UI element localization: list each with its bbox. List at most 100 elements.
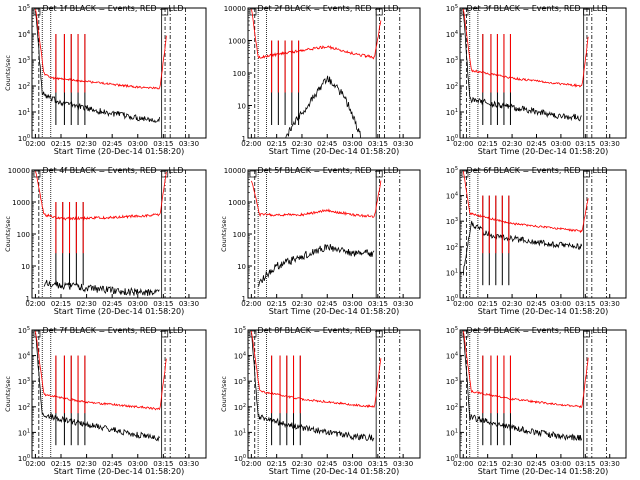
x-tick-label: 03:30 xyxy=(393,300,413,308)
lld-curve xyxy=(251,180,382,219)
plot-frame xyxy=(31,7,207,139)
x-tick-label: 02:45 xyxy=(102,460,122,468)
panel-title: Det 1f BLACK = Events, RED = LLD xyxy=(42,4,183,13)
events-curve xyxy=(251,332,375,442)
x-tick-label: 02:15 xyxy=(478,460,498,468)
y-tick-label: 101 xyxy=(18,428,30,437)
panel-title: Det 6f BLACK = Events, RED = LLD xyxy=(466,166,607,175)
y-axis-label: Counts/sec xyxy=(4,216,12,252)
x-tick-label: 02:15 xyxy=(51,140,71,148)
x-tick-label: 02:30 xyxy=(76,140,96,148)
y-tick-label: 102 xyxy=(18,403,30,412)
x-tick-label: 02:30 xyxy=(76,300,96,308)
events-curve xyxy=(35,11,160,123)
x-tick-label: 03:00 xyxy=(128,140,148,148)
x-tick-label: 02:30 xyxy=(502,140,522,148)
x-tick-label: 03:00 xyxy=(342,140,362,148)
x-tick-label: 02:00 xyxy=(25,300,45,308)
panel-title: Det 3f BLACK = Events, RED = LLD xyxy=(466,4,607,13)
y-tick-label: 103 xyxy=(446,217,458,226)
y-tick-label: 102 xyxy=(234,403,246,412)
legend-box-left xyxy=(33,8,41,16)
x-tick-label: 03:15 xyxy=(368,140,388,148)
x-tick-label: 03:15 xyxy=(153,460,173,468)
x-tick-label: 02:45 xyxy=(526,460,546,468)
x-tick-label: 02:00 xyxy=(241,140,261,148)
lld-curve xyxy=(251,330,382,409)
x-tick-label: 02:00 xyxy=(241,300,261,308)
x-tick-label: 02:30 xyxy=(502,460,522,468)
events-curve xyxy=(43,279,160,297)
y-tick-label: 101 xyxy=(446,428,458,437)
panel-det-5: Det 5f BLACK = Events, RED = LLD 1 10 100 10… xyxy=(220,166,421,316)
y-tick-label: 10000 xyxy=(8,167,30,175)
legend-box-right xyxy=(375,170,383,178)
x-tick-label: 03:15 xyxy=(575,460,595,468)
plot-frame xyxy=(247,7,421,139)
panel-title: Det 9f BLACK = Events, RED = LLD xyxy=(466,326,607,335)
x-tick-label: 03:15 xyxy=(575,140,595,148)
x-axis-label: Start Time (20-Dec-14 01:58:20) xyxy=(478,307,609,316)
x-tick-label: 02:00 xyxy=(25,140,45,148)
x-tick-label: 03:15 xyxy=(368,300,388,308)
x-tick-label: 03:00 xyxy=(551,460,571,468)
y-axis-label: Counts/sec xyxy=(220,376,228,412)
y-tick-label: 100 xyxy=(446,134,458,143)
x-tick-label: 03:30 xyxy=(179,140,199,148)
lld-curve xyxy=(35,330,167,411)
y-tick-label: 100 xyxy=(233,70,246,78)
lld-curve xyxy=(35,8,167,90)
x-tick-label: 03:15 xyxy=(153,300,173,308)
y-tick-label: 100 xyxy=(234,454,246,463)
y-tick-label: 104 xyxy=(446,192,458,201)
x-tick-label: 03:15 xyxy=(153,140,173,148)
y-axis-label: Counts/sec xyxy=(4,376,12,412)
legend-box-right xyxy=(375,8,383,16)
x-tick-label: 02:45 xyxy=(317,140,337,148)
y-tick-label: 102 xyxy=(446,82,458,91)
plot-frame xyxy=(459,7,627,139)
events-curve xyxy=(462,332,583,442)
x-tick-label: 02:30 xyxy=(502,300,522,308)
x-tick-label: 03:00 xyxy=(342,460,362,468)
x-tick-label: 02:00 xyxy=(25,460,45,468)
y-tick-label: 10000 xyxy=(224,167,246,175)
y-tick-label: 1 xyxy=(242,135,246,143)
panel-det-6: Det 6f BLACK = Events, RED = LLD 100 101 10… xyxy=(446,166,627,316)
x-tick-label: 02:15 xyxy=(267,140,287,148)
x-tick-label: 02:45 xyxy=(102,300,122,308)
y-tick-label: 100 xyxy=(446,454,458,463)
legend-box-right xyxy=(161,8,169,16)
x-axis-label: Start Time (20-Dec-14 01:58:20) xyxy=(478,147,609,156)
x-tick-label: 02:45 xyxy=(317,460,337,468)
y-tick-label: 10000 xyxy=(224,5,246,13)
x-tick-label: 02:45 xyxy=(526,140,546,148)
y-tick-label: 105 xyxy=(18,4,30,13)
panel-title: Det 5f BLACK = Events, RED = LLD xyxy=(257,166,398,175)
y-tick-label: 103 xyxy=(446,377,458,386)
legend-box-right xyxy=(583,170,590,178)
panel-title: Det 4f BLACK = Events, RED = LLD xyxy=(42,166,183,175)
panel-det-9: Det 9f BLACK = Events, RED = LLD 100 101 10… xyxy=(446,326,627,476)
lld-curve xyxy=(251,9,382,60)
x-axis-label: Start Time (20-Dec-14 01:58:20) xyxy=(54,307,185,316)
y-tick-label: 103 xyxy=(234,377,246,386)
x-tick-label: 02:45 xyxy=(317,300,337,308)
y-tick-label: 103 xyxy=(18,56,30,65)
y-tick-label: 104 xyxy=(18,352,30,361)
legend-box-right xyxy=(583,8,590,16)
lld-curve xyxy=(35,171,167,221)
x-tick-label: 02:15 xyxy=(267,300,287,308)
x-tick-label: 03:15 xyxy=(575,300,595,308)
y-tick-label: 1 xyxy=(26,295,30,303)
x-tick-label: 02:45 xyxy=(102,140,122,148)
x-axis-label: Start Time (20-Dec-14 01:58:20) xyxy=(54,147,185,156)
y-tick-label: 10 xyxy=(237,103,246,111)
y-tick-label: 102 xyxy=(446,403,458,412)
legend-box-right xyxy=(583,330,590,338)
events-curve xyxy=(284,75,361,139)
x-tick-label: 03:15 xyxy=(368,460,388,468)
events-curve xyxy=(35,332,160,442)
legend-box-left xyxy=(249,8,257,16)
y-tick-label: 100 xyxy=(233,231,246,239)
